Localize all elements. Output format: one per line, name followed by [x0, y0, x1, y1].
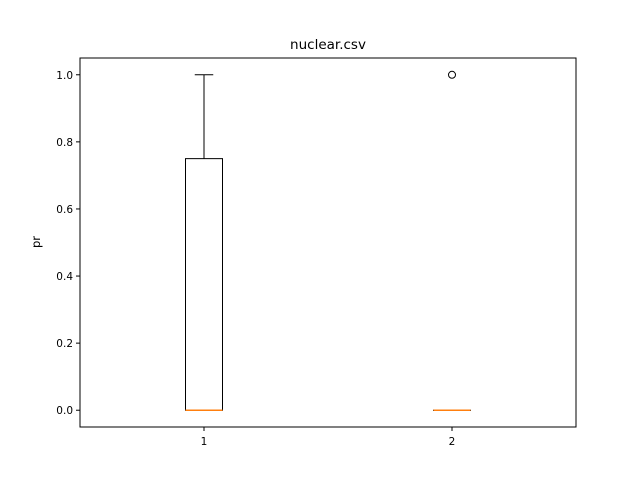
y-tick-label: 0.4 [56, 271, 73, 283]
outlier-point [448, 70, 456, 79]
chart-title: nuclear.csv [290, 37, 366, 53]
y-tick-label: 1.0 [56, 70, 73, 82]
x-tick-label: 2 [449, 436, 456, 448]
y-tick-label: 0.0 [56, 405, 73, 417]
axes-frame [79, 57, 577, 428]
plot-area: 0.0 0.2 0.4 0.6 0.8 1.0 1 2 [56, 57, 577, 448]
y-tick-label: 0.8 [56, 137, 73, 149]
x-tick-label: 1 [201, 436, 208, 448]
y-tick-label: 0.2 [56, 338, 73, 350]
y-tick-label: 0.6 [56, 204, 73, 216]
y-axis-label: pr [29, 236, 43, 248]
